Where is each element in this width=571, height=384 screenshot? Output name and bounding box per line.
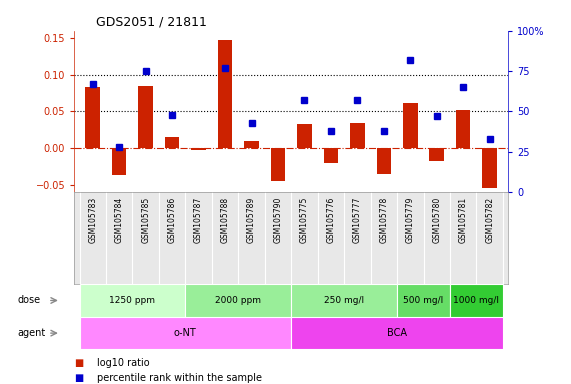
Text: log10 ratio: log10 ratio (97, 358, 150, 368)
Text: GSM105785: GSM105785 (141, 197, 150, 243)
Bar (218, 40, 232, 148)
Bar (191, 148, 206, 150)
Bar (482, 148, 497, 188)
Bar (112, 148, 127, 175)
Bar (79, 284, 186, 317)
Text: GSM105778: GSM105778 (379, 197, 388, 243)
Text: 1000 mg/l: 1000 mg/l (453, 296, 500, 305)
Text: GSM105777: GSM105777 (353, 197, 362, 243)
Text: GSM105782: GSM105782 (485, 197, 494, 243)
Bar (450, 284, 503, 317)
Text: percentile rank within the sample: percentile rank within the sample (97, 373, 262, 383)
Text: GSM105784: GSM105784 (115, 197, 124, 243)
Text: GSM105776: GSM105776 (327, 197, 335, 243)
Bar (291, 317, 503, 349)
Text: GDS2051 / 21811: GDS2051 / 21811 (96, 15, 207, 28)
Text: GSM105781: GSM105781 (459, 197, 468, 243)
Text: GSM105783: GSM105783 (89, 197, 97, 243)
Bar (244, 141, 259, 148)
Text: GSM105775: GSM105775 (300, 197, 309, 243)
Bar (324, 148, 338, 163)
Bar (297, 124, 312, 148)
Text: GSM105779: GSM105779 (406, 197, 415, 243)
Bar (79, 317, 291, 349)
Text: GSM105786: GSM105786 (168, 197, 176, 243)
Text: 250 mg/l: 250 mg/l (324, 296, 364, 305)
Bar (165, 137, 179, 148)
Bar (429, 148, 444, 161)
Bar (350, 123, 365, 148)
Text: GSM105780: GSM105780 (432, 197, 441, 243)
Text: 500 mg/l: 500 mg/l (403, 296, 444, 305)
Text: BCA: BCA (387, 328, 407, 338)
Bar (397, 284, 450, 317)
Text: GSM105789: GSM105789 (247, 197, 256, 243)
Text: 2000 ppm: 2000 ppm (215, 296, 262, 305)
Text: 1250 ppm: 1250 ppm (110, 296, 155, 305)
Bar (186, 284, 291, 317)
Bar (403, 103, 417, 148)
Text: GSM105787: GSM105787 (194, 197, 203, 243)
Text: GSM105788: GSM105788 (220, 197, 230, 243)
Text: agent: agent (17, 328, 45, 338)
Bar (271, 148, 286, 181)
Text: ■: ■ (74, 373, 83, 383)
Bar (138, 86, 153, 148)
Bar (291, 284, 397, 317)
Text: GSM105790: GSM105790 (274, 197, 283, 243)
Bar (456, 110, 471, 148)
Text: ■: ■ (74, 358, 83, 368)
Text: o-NT: o-NT (174, 328, 197, 338)
Bar (86, 87, 100, 148)
Bar (376, 148, 391, 174)
Text: dose: dose (17, 295, 40, 306)
